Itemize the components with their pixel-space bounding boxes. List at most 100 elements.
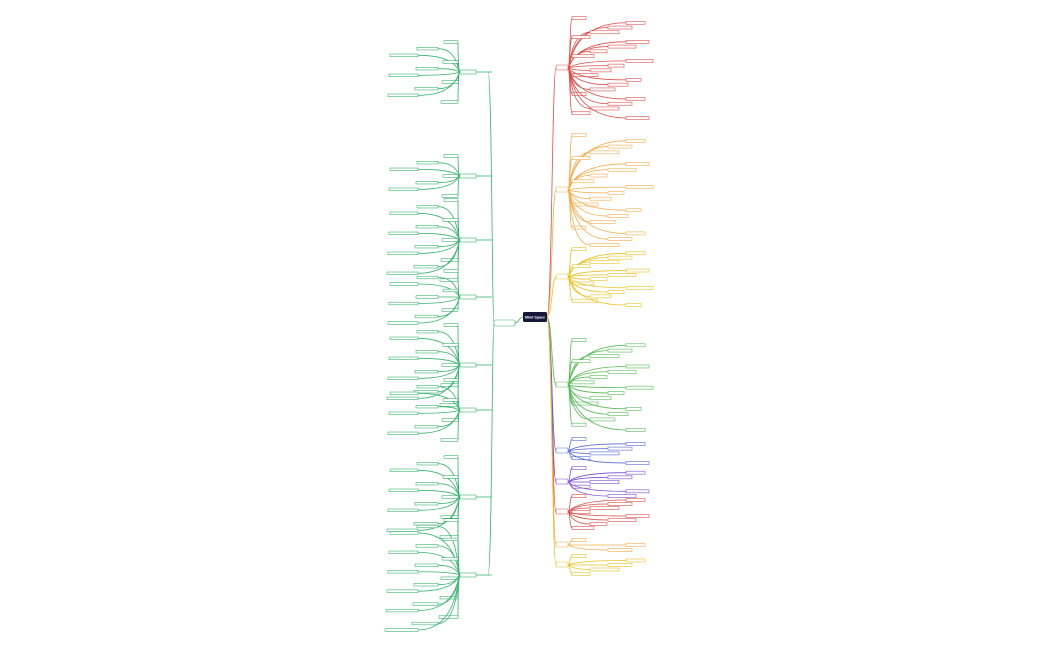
leaf-node — [589, 522, 608, 526]
leaf-node — [607, 82, 629, 87]
branch-node — [555, 561, 569, 568]
leaf-node — [625, 441, 646, 446]
leaf-node — [625, 407, 642, 411]
branch-node — [459, 294, 477, 300]
leaf-node — [625, 208, 642, 213]
leaf-node — [389, 391, 419, 395]
leaf-node — [607, 502, 633, 506]
leaf-node — [625, 558, 646, 563]
branch-node — [555, 541, 569, 548]
leaf-node — [441, 363, 459, 367]
leaf-link — [567, 450, 627, 464]
leaf-node — [625, 231, 646, 236]
leaf-node — [441, 194, 459, 198]
leaf-node — [571, 554, 587, 558]
leaf-node — [625, 251, 646, 256]
leaf-node — [607, 214, 629, 218]
leaf-node — [589, 354, 620, 358]
leaf-node — [589, 243, 620, 247]
leaf-node — [607, 475, 633, 480]
leaf-node — [385, 608, 419, 613]
branch-node — [555, 186, 569, 193]
branch-node — [459, 69, 477, 75]
branch-node — [493, 319, 516, 327]
leaf-node — [607, 237, 633, 242]
leaf-node — [589, 220, 616, 224]
leaf-node — [625, 498, 646, 502]
branch-link — [546, 276, 557, 318]
leaf-node — [625, 162, 650, 166]
leaf-node — [607, 255, 633, 260]
leaf-node — [625, 364, 650, 369]
leaf-node — [607, 391, 625, 395]
leaf-node — [625, 59, 654, 63]
leaf-node — [571, 54, 595, 58]
leaf-node — [441, 418, 459, 422]
leaf-node — [607, 369, 637, 374]
leaf-node — [607, 348, 633, 353]
leaf-node — [416, 47, 439, 51]
leaf-node — [625, 470, 646, 475]
leaf-node — [571, 298, 599, 303]
leaf-node — [388, 73, 419, 77]
leaf-node — [440, 576, 459, 580]
branch-node — [459, 362, 477, 368]
leaf-node — [607, 63, 625, 68]
leaf-node — [625, 97, 646, 101]
leaf-node — [413, 265, 439, 269]
leaf-node — [607, 290, 625, 294]
leaf-node — [589, 480, 620, 484]
leaf-node — [441, 80, 459, 84]
leaf-node — [413, 583, 439, 587]
leaf-node — [416, 205, 439, 209]
leaf-node — [625, 138, 646, 143]
leaf-node — [384, 628, 419, 632]
leaf-node — [607, 446, 633, 451]
leaf-node — [442, 398, 459, 402]
leaf-node — [413, 390, 439, 394]
leaf-node — [388, 550, 419, 554]
leaf-node — [443, 198, 459, 202]
leaf-node — [387, 431, 419, 435]
leaf-node — [625, 303, 642, 307]
leaf-node — [571, 111, 591, 116]
branch-node — [555, 273, 569, 280]
leaf-node — [571, 401, 599, 406]
leaf-node — [589, 396, 612, 401]
leaf-node — [607, 494, 637, 498]
leaf-node — [440, 258, 459, 262]
branch-link — [514, 316, 524, 324]
leaf-node — [625, 78, 642, 82]
leaf-node — [415, 350, 439, 354]
leaf-node — [388, 301, 419, 306]
branch-node — [459, 494, 477, 500]
branch-link — [546, 316, 557, 566]
leaf-node — [589, 87, 616, 92]
leaf-link — [567, 384, 627, 431]
leaf-node — [571, 156, 591, 160]
leaf-node — [625, 185, 654, 189]
leaf-node — [607, 144, 633, 149]
leaf-node — [386, 396, 419, 400]
leaf-node — [625, 268, 650, 273]
leaf-node — [589, 68, 612, 73]
leaf-node — [442, 537, 459, 542]
leaf-node — [589, 260, 620, 264]
leaf-node — [443, 455, 459, 459]
leaf-node — [389, 531, 419, 535]
leaf-node — [607, 25, 633, 30]
leaf-node — [441, 238, 459, 242]
leaf-node — [388, 411, 419, 415]
leaf-node — [571, 526, 595, 530]
leaf-node — [589, 375, 608, 379]
leaf-node — [607, 548, 633, 552]
branch-node — [555, 508, 569, 515]
branch-link — [546, 189, 557, 318]
leaf-node — [386, 528, 419, 532]
leaf-node — [414, 502, 439, 506]
leaf-node — [625, 543, 646, 547]
leaf-link — [567, 511, 573, 529]
leaf-node — [571, 437, 587, 441]
leaf-node — [388, 187, 419, 191]
leaf-node — [442, 174, 459, 178]
